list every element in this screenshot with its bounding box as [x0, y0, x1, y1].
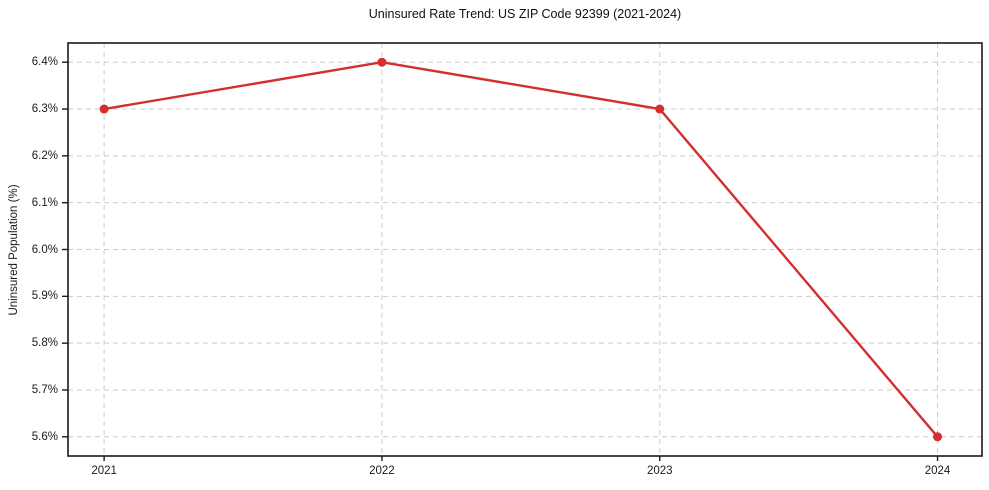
data-point-marker [377, 57, 387, 67]
y-tick-label: 6.3% [31, 103, 58, 116]
y-tick-label: 6.0% [31, 243, 58, 256]
trend-line [102, 60, 939, 439]
y-tick-label: 6.4% [31, 56, 58, 69]
chart-title: Uninsured Rate Trend: US ZIP Code 92399 … [368, 7, 682, 21]
x-tick-label: 2022 [369, 465, 395, 477]
y-tick-label: 5.9% [31, 290, 58, 303]
y-tick-label: 5.6% [31, 430, 58, 443]
y-tick-label: 5.7% [31, 383, 58, 396]
plot-border [67, 42, 983, 457]
x-tick-label: 2023 [646, 465, 673, 477]
y-tick-label: 5.8% [31, 337, 58, 350]
y-tick-label: 6.1% [31, 196, 58, 209]
y-tick-label: 6.2% [31, 149, 58, 162]
data-point-marker [99, 104, 109, 114]
x-tick-label: 2024 [924, 465, 951, 477]
data-point-marker [933, 432, 943, 442]
data-point-marker [655, 104, 665, 114]
x-tick-label: 2021 [91, 465, 117, 477]
